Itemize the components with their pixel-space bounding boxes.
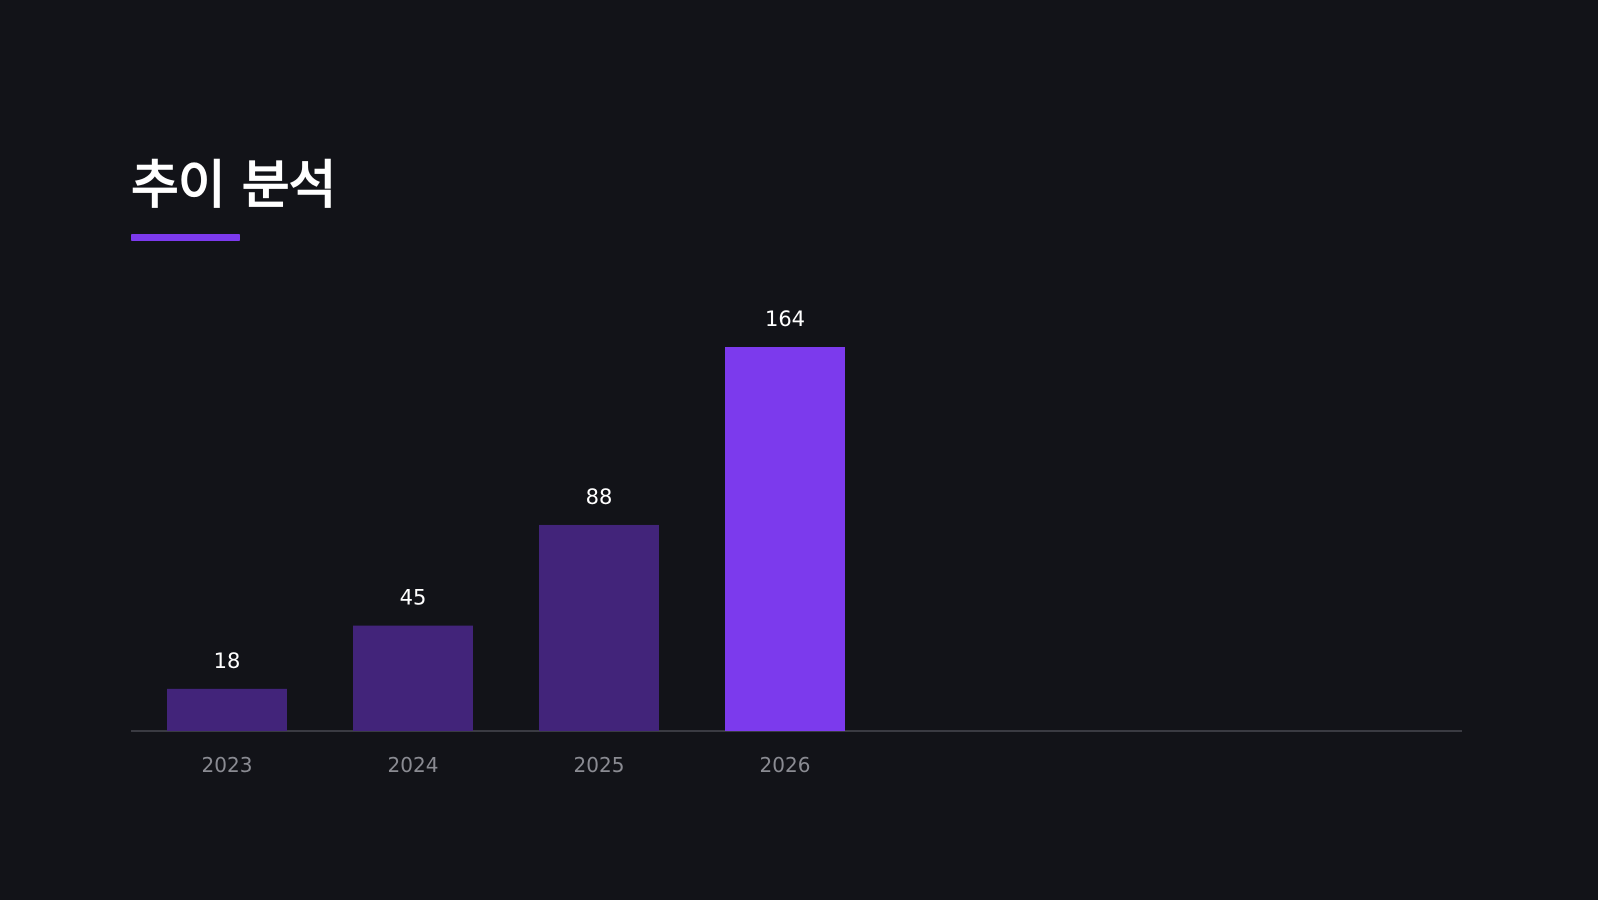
data-label-2026: 164	[765, 307, 805, 331]
x-tick-label-group: 2023 2024 2025 2026	[202, 753, 811, 777]
bar-2025	[539, 524, 659, 731]
x-tick-label-2026: 2026	[760, 753, 811, 777]
data-label-2025: 88	[586, 485, 613, 509]
x-tick-label-2025: 2025	[574, 753, 625, 777]
title-underline	[131, 234, 240, 241]
page-title: 추이 분석	[131, 156, 336, 216]
bar-2024	[353, 625, 473, 731]
bar-group	[167, 347, 845, 731]
x-tick-label-2023: 2023	[202, 753, 253, 777]
data-label-2024: 45	[400, 586, 427, 610]
bar-2023	[167, 688, 287, 731]
bar-2026	[725, 347, 845, 731]
value-label-group: 18 45 88 164	[214, 307, 805, 673]
data-label-2023: 18	[214, 649, 241, 673]
x-tick-label-2024: 2024	[388, 753, 439, 777]
